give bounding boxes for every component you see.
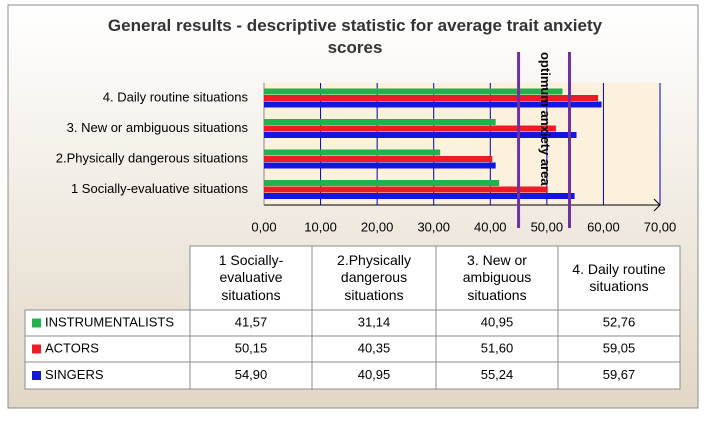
x-tick-label: 70,00 — [644, 219, 677, 234]
table-value: 40,35 — [358, 340, 391, 355]
x-tick-label: 40,00 — [474, 219, 507, 234]
x-tick-label: 20,00 — [361, 219, 394, 234]
legend-label: INSTRUMENTALISTS — [45, 314, 174, 329]
table-value: 59,05 — [603, 340, 636, 355]
x-tick-label: 0,00 — [251, 219, 276, 234]
bar — [264, 95, 599, 101]
chart-title: General results - descriptive statistic … — [107, 15, 603, 57]
bar — [264, 149, 441, 156]
table-body-bg — [24, 309, 681, 390]
table-value: 59,67 — [603, 367, 636, 382]
table-header-box: 3. New or ambiguous situations — [462, 251, 532, 303]
legend-label: SINGERS — [45, 367, 104, 382]
table-value: 41,57 — [235, 314, 268, 329]
table-value: 40,95 — [481, 314, 514, 329]
table-header: 4. Daily routine situations — [572, 260, 666, 295]
bar — [264, 162, 496, 169]
table-value: 54,90 — [235, 367, 268, 382]
bar — [264, 125, 556, 132]
table-value: 55,24 — [481, 367, 514, 382]
y-tick-label: 3. New or ambiguous situations — [67, 120, 249, 135]
table-value: 52,76 — [603, 314, 636, 329]
table-header-box: 1 Socially-evaluative situations — [218, 251, 284, 303]
bar — [264, 101, 602, 108]
x-tick-label: 50,00 — [531, 219, 564, 234]
bar — [264, 132, 577, 138]
x-tick-label: 10,00 — [304, 219, 337, 234]
title-box: General results - descriptive statistic … — [107, 15, 603, 57]
y-tick-label: 4. Daily routine situations — [103, 90, 249, 105]
bar — [264, 88, 563, 95]
table-header: 2.Physically dangerous situations — [337, 251, 411, 303]
table-value: 40,95 — [358, 367, 391, 382]
y-tick-label: 1 Socially-evaluative situations — [71, 181, 249, 196]
table-value: 51,60 — [481, 340, 514, 355]
table-header-box: 4. Daily routine situations — [572, 260, 666, 295]
legend-label: ACTORS — [45, 340, 99, 355]
table-header-box: 2.Physically dangerous situations — [337, 251, 411, 303]
legend-key — [32, 344, 41, 354]
axis-arrow — [653, 198, 661, 212]
table-header: 3. New or ambiguous situations — [462, 251, 532, 303]
y-tick-label: 2.Physically dangerous situations — [56, 151, 249, 166]
bar — [264, 156, 493, 162]
table-header: 1 Socially-evaluative situations — [218, 251, 284, 303]
x-tick-label: 30,00 — [417, 219, 450, 234]
legend-key — [32, 371, 41, 380]
bar — [264, 193, 575, 199]
bar — [264, 119, 496, 125]
bar — [264, 180, 500, 186]
table-value: 31,14 — [358, 314, 391, 329]
bar — [264, 186, 548, 193]
annotation-text: optimum anxiety area — [538, 52, 553, 186]
legend-key — [32, 318, 41, 328]
x-tick-label: 60,00 — [587, 219, 620, 234]
table-value: 50,15 — [235, 340, 268, 355]
